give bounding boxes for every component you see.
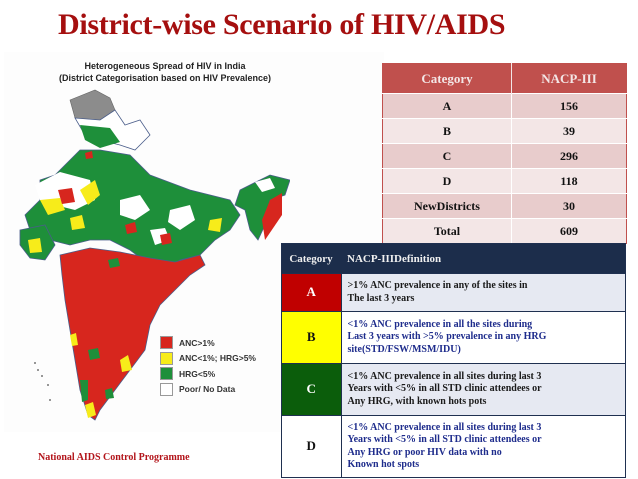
table-row: C <1% ANC prevalence in all sites during… bbox=[281, 363, 626, 416]
table-row: B 39 bbox=[382, 118, 627, 144]
table-header-row: Category NACP-IIIDefinition bbox=[281, 243, 626, 274]
map-heading: Heterogeneous Spread of HIV in India (Di… bbox=[40, 60, 290, 84]
definition-cell: <1% ANC prevalence in all sites during l… bbox=[341, 363, 626, 416]
legend-item-hrg-low: HRG<5% bbox=[160, 366, 256, 382]
legend-swatch-yellow bbox=[160, 351, 173, 365]
value-cell: 609 bbox=[511, 218, 627, 244]
definition-line: Last 3 years with >5% prevalence in any … bbox=[347, 331, 547, 343]
category-cell-c: C bbox=[281, 363, 342, 416]
legend-label: ANC<1%; HRG>5% bbox=[179, 353, 256, 364]
category-cell: A bbox=[382, 93, 512, 119]
table-row: A >1% ANC prevalence in any of the sites… bbox=[281, 273, 626, 312]
legend-item-anc-high: ANC>1% bbox=[160, 335, 256, 351]
category-cell: D bbox=[382, 168, 512, 194]
value-cell: 30 bbox=[511, 193, 627, 219]
table-row: NewDistricts 30 bbox=[382, 193, 627, 219]
column-header-definition: NACP-IIIDefinition bbox=[341, 243, 626, 274]
table-row: D <1% ANC prevalence in all sites during… bbox=[281, 415, 626, 478]
category-cell: B bbox=[382, 118, 512, 144]
legend-label: HRG<5% bbox=[179, 368, 216, 379]
map-heading-line-1: Heterogeneous Spread of HIV in India bbox=[84, 61, 246, 71]
map-heading-line-2: (District Categorisation based on HIV Pr… bbox=[58, 73, 272, 83]
definition-cell: <1% ANC prevalence in all sites during l… bbox=[341, 415, 626, 478]
definition-line: Years with <5% in all STD clinic attende… bbox=[347, 434, 542, 445]
definition-line: Known hot spots bbox=[347, 459, 420, 470]
column-header-nacp-iii: NACP-III bbox=[511, 63, 627, 94]
legend-swatch-green bbox=[160, 367, 173, 381]
legend-swatch-red bbox=[160, 336, 173, 350]
legend-item-no-data: Poor/ No Data bbox=[160, 382, 256, 398]
definition-cell: <1% ANC prevalence in all the sites duri… bbox=[341, 311, 626, 364]
table-row-total: Total 609 bbox=[382, 218, 627, 244]
legend-label: ANC>1% bbox=[179, 337, 215, 348]
table-header-row: Category NACP-III bbox=[382, 63, 627, 94]
table-row: B <1% ANC prevalence in all the sites du… bbox=[281, 311, 626, 364]
table-row: D 118 bbox=[382, 168, 627, 194]
definition-line: <1% ANC prevalence in all the sites duri… bbox=[347, 318, 533, 330]
table-row: A 156 bbox=[382, 93, 627, 119]
definition-line: Years with <5% in all STD clinic attende… bbox=[347, 383, 542, 395]
definition-line: Any HRG or poor HIV data with no bbox=[347, 446, 502, 458]
definition-line: site(STD/FSW/MSM/IDU) bbox=[347, 343, 461, 355]
category-definition-table: Category NACP-IIIDefinition A >1% ANC pr… bbox=[281, 243, 626, 478]
column-header-category: Category bbox=[281, 243, 341, 274]
legend-label: Poor/ No Data bbox=[179, 384, 236, 395]
district-count-table: Category NACP-III A 156 B 39 C 296 D 118… bbox=[382, 63, 627, 244]
india-hiv-map bbox=[19, 89, 290, 421]
value-cell: 118 bbox=[511, 168, 627, 194]
slide-title: District-wise Scenario of HIV/AIDS bbox=[58, 8, 506, 41]
definition-line: Any HRG, with known hots pots bbox=[347, 395, 487, 407]
column-header-category: Category bbox=[382, 63, 512, 94]
value-cell: 39 bbox=[511, 118, 627, 144]
category-cell-d: D bbox=[281, 415, 342, 478]
definition-line: >1% ANC prevalence in any of the sites i… bbox=[347, 280, 528, 291]
category-cell: NewDistricts bbox=[382, 193, 512, 219]
value-cell: 156 bbox=[511, 93, 627, 119]
category-cell: Total bbox=[382, 218, 512, 244]
footer-source: National AIDS Control Programme bbox=[38, 452, 190, 463]
definition-line: <1% ANC prevalence in all sites during l… bbox=[347, 421, 542, 433]
legend-item-anc-low-hrg-high: ANC<1%; HRG>5% bbox=[160, 351, 256, 367]
category-cell: C bbox=[382, 143, 512, 169]
value-cell: 296 bbox=[511, 143, 627, 169]
map-legend: ANC>1% ANC<1%; HRG>5% HRG<5% Poor/ No Da… bbox=[160, 335, 256, 397]
category-cell-b: B bbox=[281, 311, 342, 364]
legend-swatch-white bbox=[160, 382, 173, 396]
category-cell-a: A bbox=[281, 273, 342, 312]
definition-cell: >1% ANC prevalence in any of the sites i… bbox=[341, 273, 626, 312]
definition-line: <1% ANC prevalence in all sites during l… bbox=[347, 370, 542, 382]
definition-line: The last 3 years bbox=[347, 292, 415, 304]
table-row: C 296 bbox=[382, 143, 627, 169]
